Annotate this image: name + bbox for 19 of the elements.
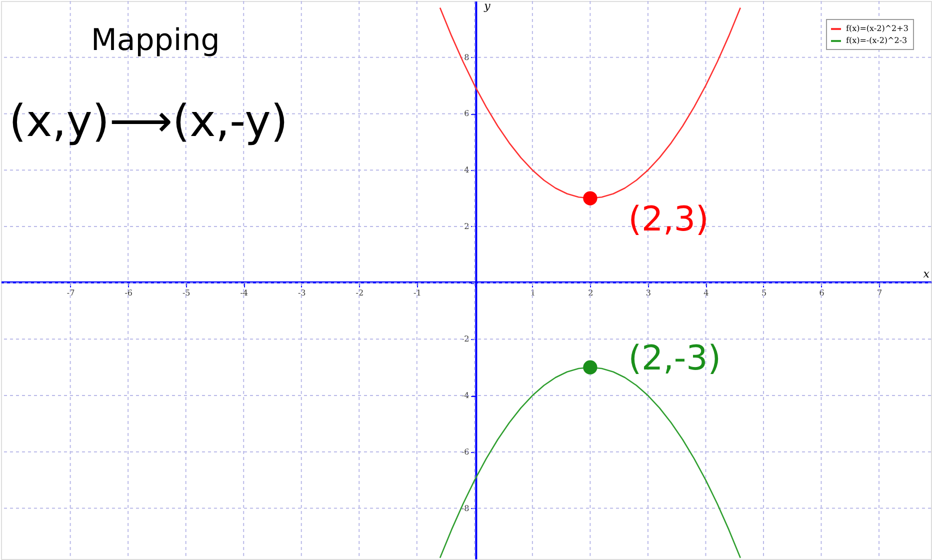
annotation: Mapping [91,23,220,58]
annotation: (2,3) [628,199,709,240]
x-tick-label: -1 [414,288,422,298]
x-tick-label: -5 [182,288,190,298]
annotation: (x,y)⟶(x,-y) [9,96,288,147]
annotation: (2,-3) [628,338,722,378]
x-axis-title: x [923,267,930,280]
y-tick-label: 4 [464,166,470,175]
y-tick-label: 8 [464,52,470,62]
y-tick-label: 6 [464,109,470,118]
legend-label: f(x)=-(x-2)^2-3 [846,36,908,45]
legend-label: f(x)=(x-2)^2+3 [846,24,908,33]
x-tick-label: -7 [66,288,75,298]
x-tick-label: -4 [240,288,248,298]
y-tick-label: -6 [461,447,470,456]
y-tick-label: -8 [461,504,470,513]
x-tick-label: -3 [298,288,306,298]
x-tick-label: -6 [124,288,132,298]
y-axis-title: y [483,0,492,12]
